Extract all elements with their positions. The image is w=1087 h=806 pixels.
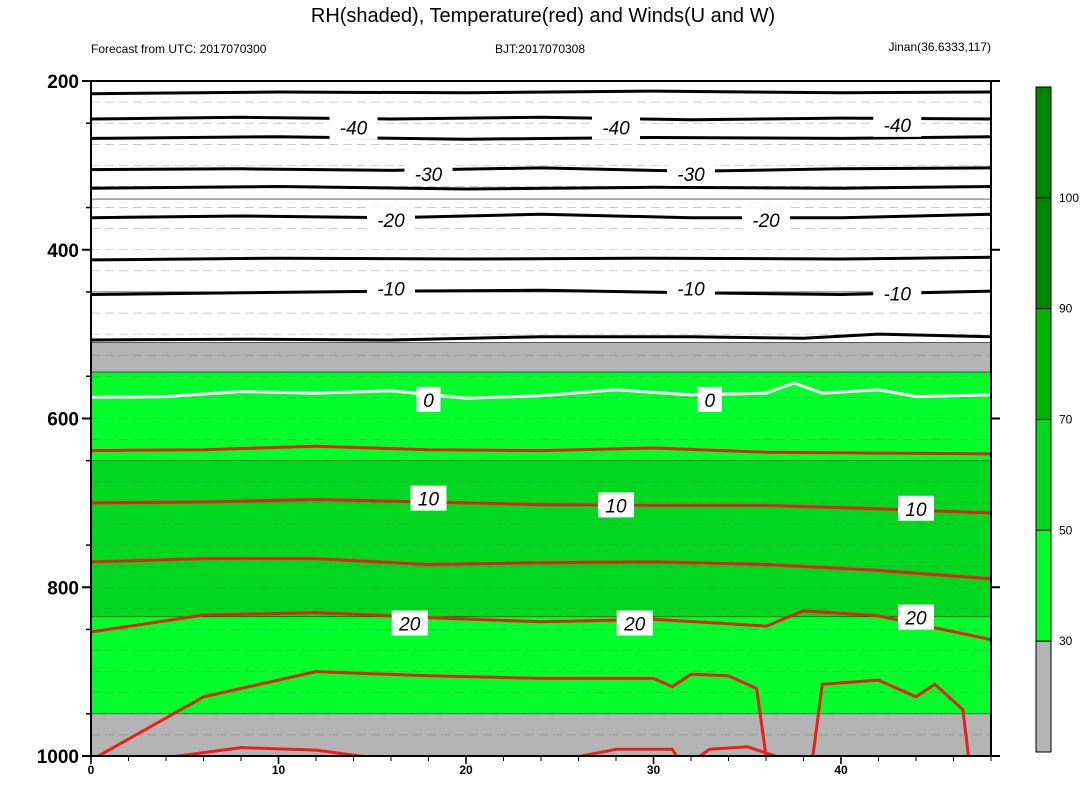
isotherm-line: [91, 89, 991, 96]
contour-label-box: [898, 604, 934, 630]
contour-label-box: [410, 485, 447, 511]
temperature-isolines: [91, 89, 991, 756]
colorbar-label: 90: [1059, 302, 1073, 316]
isotherm-line: [811, 678, 970, 756]
contour-label-box: [697, 386, 722, 412]
contour-label: -40: [884, 116, 912, 137]
contour-label: 0: [704, 391, 715, 412]
isotherm-line: [697, 745, 776, 756]
isotherm-line: [91, 212, 991, 220]
contour-label: 10: [418, 490, 440, 511]
contour-label-box: [391, 610, 428, 636]
isotherm-line: [91, 166, 991, 173]
contour-label: -30: [677, 165, 705, 186]
isotherm-line: [91, 185, 991, 191]
contour-label-box: [616, 610, 653, 636]
isotherm-line: [573, 747, 679, 756]
contour-label: 20: [904, 609, 927, 630]
contour-label: 0: [423, 391, 434, 412]
isotherm-line: [91, 381, 991, 400]
colorbar-label: 100: [1059, 191, 1079, 205]
colorbar-segment: [1035, 86, 1052, 199]
contour-label: -10: [377, 280, 405, 301]
contour-label-box: [667, 160, 715, 186]
contour-label: 20: [623, 615, 646, 636]
y-tick-label: 800: [47, 578, 79, 599]
isotherm-line: [91, 135, 991, 141]
rh-colorbar: 100 90 70 50 30: [1035, 86, 1079, 753]
isotherm-line: [95, 670, 768, 756]
contour-label-box: [873, 111, 922, 137]
rh-band: [91, 342, 991, 373]
contour-label: -40: [340, 118, 368, 139]
y-tick-label: 200: [47, 72, 79, 93]
colorbar-label: 30: [1059, 634, 1073, 648]
contour-label: -30: [415, 165, 443, 186]
contour-label: -10: [677, 280, 705, 301]
rh-band: [91, 371, 991, 461]
contour-label: -20: [752, 211, 780, 232]
x-tick-label: 40: [834, 763, 848, 777]
x-axis: 0 10 20 30 40: [88, 756, 992, 777]
contour-label-box: [873, 280, 922, 306]
contour-label-box: [367, 207, 415, 233]
y-tick-label: 400: [47, 241, 79, 262]
colorbar-segment: [1035, 640, 1052, 753]
contour-label-box: [742, 207, 790, 233]
wind-barbs: [91, 101, 991, 736]
contour-label-box: [898, 495, 934, 521]
station-label: Jinan(36.6333,117): [888, 40, 991, 54]
x-tick-label: 20: [459, 763, 473, 777]
colorbar-label: 70: [1059, 413, 1073, 427]
contour-label: -40: [602, 118, 630, 139]
isotherm-line: [91, 444, 991, 456]
isotherm-line: [91, 288, 991, 296]
x-tick-label: 30: [647, 763, 661, 777]
chart-title: RH(shaded), Temperature(red) and Winds(U…: [311, 5, 775, 27]
rh-band: [91, 616, 991, 715]
contour-labels: -40 -40 -40 -30 -30 -20 -20 -10 -10 -10 0 0 10 10 10 20…: [329, 111, 934, 636]
colorbar-segment: [1035, 197, 1052, 310]
rh-shading: [91, 81, 991, 756]
rh-band: [91, 81, 991, 200]
contour-label-box: [592, 114, 640, 140]
contour-label-box: [598, 492, 634, 518]
contour-label: -10: [884, 285, 912, 306]
contour-label: 10: [905, 500, 927, 521]
colorbar-segment: [1035, 308, 1052, 420]
x-tick-label: 0: [88, 763, 95, 777]
isotherm-line: [91, 332, 991, 342]
plot-area: -40 -40 -40 -30 -30 -20 -20 -10 -10 -10 0 0 10 10 10 20…: [37, 72, 1000, 777]
colorbar-segment: [1035, 529, 1052, 642]
contour-label-box: [667, 275, 715, 301]
isotherm-line: [91, 557, 991, 581]
x-tick-label: 10: [272, 763, 286, 777]
bjt-time-label: BJT:2017070308: [495, 42, 585, 56]
rh-band: [91, 460, 991, 618]
isotherm-line: [91, 115, 991, 122]
colorbar-segment: [1035, 419, 1052, 531]
contour-label: -20: [377, 211, 405, 232]
y-tick-label: 1000: [37, 747, 79, 768]
contour-label: 20: [398, 615, 421, 636]
isotherm-line: [91, 609, 991, 642]
contour-label-box: [416, 386, 441, 412]
contour-label-box: [329, 114, 378, 140]
contour-label-box: [404, 160, 453, 186]
isotherm-line: [91, 498, 991, 515]
contour-label: 10: [605, 496, 627, 517]
isotherm-line: [91, 255, 991, 262]
forecast-time-label: Forecast from UTC: 2017070300: [91, 42, 267, 56]
y-tick-label: 600: [47, 410, 79, 431]
contour-label-box: [367, 275, 415, 301]
colorbar-label: 50: [1059, 523, 1073, 537]
